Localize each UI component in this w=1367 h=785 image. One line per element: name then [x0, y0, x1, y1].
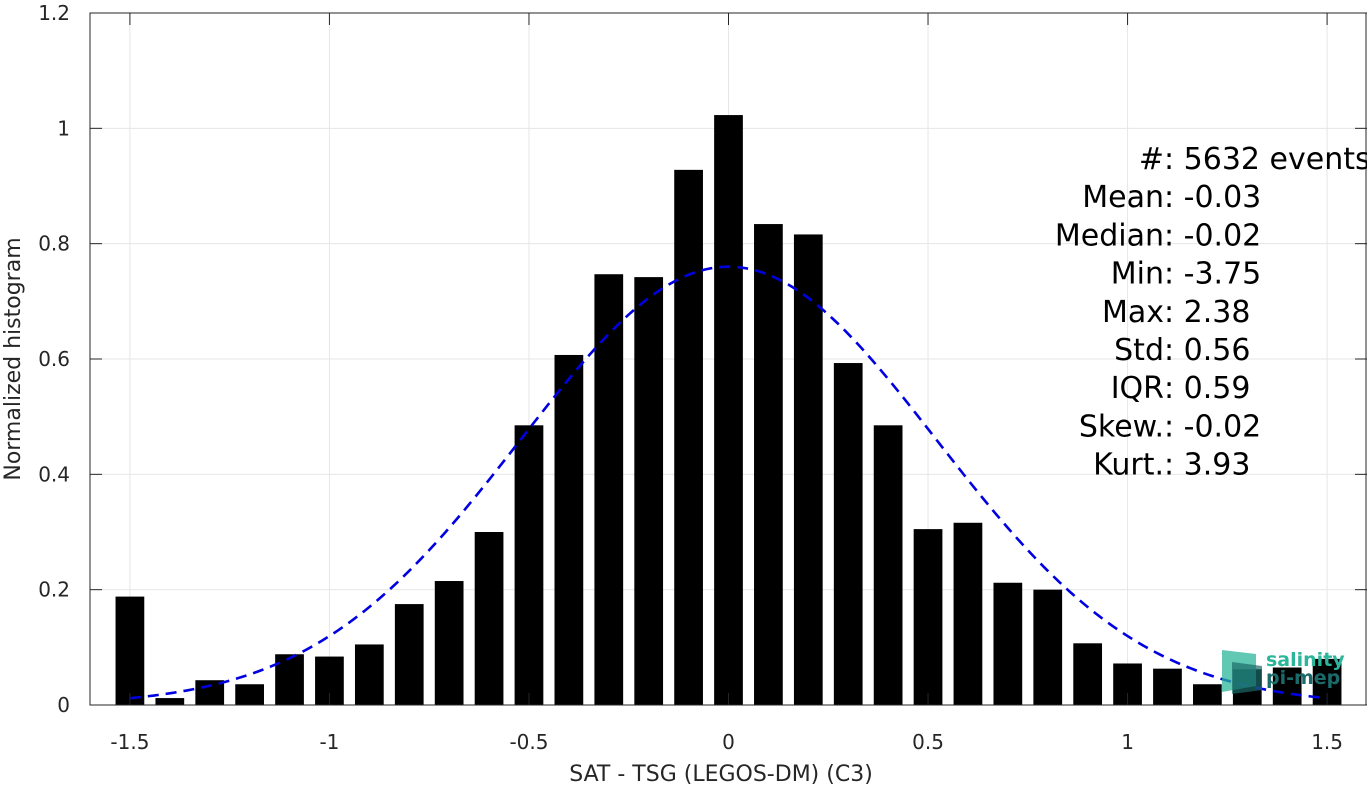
stat-label-7: Skew. [1079, 409, 1164, 444]
stat-label-4: Max [1102, 295, 1164, 330]
logo-line2: pi-mep [1266, 667, 1340, 689]
stat-value-4: : 2.38 [1164, 295, 1250, 330]
histogram-bar-16 [754, 224, 783, 705]
stat-label-6: IQR [1111, 371, 1164, 406]
gaussian-fit-curve [129, 265, 1328, 700]
histogram-bar-6 [354, 644, 384, 705]
histogram-bar-12 [594, 274, 624, 705]
axis-ticks [90, 12, 1367, 706]
stat-label-2: Median [1055, 218, 1164, 253]
stat-label-0: # [1139, 142, 1164, 177]
histogram-bar-9 [474, 532, 504, 705]
y-tick-label-4: 0.8 [38, 232, 70, 256]
stat-value-7: : -0.02 [1164, 409, 1261, 444]
x-tick-label-6: 1.5 [1311, 730, 1343, 754]
y-axis-title: Normalized histogram [1, 237, 26, 480]
y-tick-label-1: 0.2 [38, 578, 70, 602]
y-tick-label-2: 0.4 [38, 462, 70, 486]
histogram-bar-10 [514, 425, 544, 705]
x-tick-label-2: -0.5 [509, 730, 548, 754]
stat-value-6: : 0.59 [1164, 371, 1250, 406]
stat-label-5: Std [1114, 333, 1164, 368]
stat-label-1: Mean [1082, 180, 1164, 215]
stat-value-5: : 0.56 [1164, 333, 1250, 368]
x-tick-label-3: 0 [722, 730, 735, 754]
stat-value-8: : 3.93 [1164, 448, 1250, 483]
histogram-bar-1 [155, 698, 185, 705]
histogram-bar-15 [714, 115, 743, 705]
x-tick-label-5: 1 [1121, 730, 1134, 754]
histogram-bar-20 [913, 529, 943, 705]
y-tick-label-5: 1 [57, 116, 70, 140]
histogram-bar-14 [674, 169, 703, 705]
logo-line1: salinity [1266, 649, 1345, 671]
y-tick-label-0: 0 [57, 693, 70, 717]
x-tick-label-1: -1 [319, 730, 339, 754]
histogram-bar-29 [1272, 667, 1302, 705]
x-axis-title: SAT - TSG (LEGOS-DM) (C3) [569, 762, 873, 785]
x-tick-label-0: -1.5 [110, 730, 149, 754]
histogram-bar-8 [434, 581, 464, 705]
x-tick-label-4: 0.5 [912, 730, 944, 754]
histogram-bar-0 [115, 596, 145, 705]
stat-value-1: : -0.03 [1164, 180, 1261, 215]
histogram-bar-11 [554, 354, 584, 705]
histogram-bar-3 [235, 684, 264, 705]
histogram-bar-18 [833, 363, 863, 705]
salinity-pimep-logo: salinity pi-mep [1222, 649, 1345, 694]
histogram-bar-23 [1033, 589, 1063, 705]
histogram-bars [115, 115, 1342, 705]
stat-label-3: Min [1111, 257, 1164, 292]
histogram-bar-27 [1193, 684, 1222, 705]
histogram-bar-21 [953, 522, 983, 705]
logo-mark-front [1232, 662, 1262, 694]
x-tick-labels: -1.5 -1 -0.5 0 0.5 1 1.5 [110, 730, 1343, 754]
stat-label-8: Kurt. [1093, 448, 1164, 483]
histogram-bar-22 [993, 582, 1023, 705]
y-tick-labels: 0 0.2 0.4 0.6 0.8 1 1.2 [38, 1, 70, 717]
histogram-bar-13 [634, 277, 664, 705]
histogram-bar-19 [873, 425, 903, 705]
histogram-bar-17 [793, 234, 823, 705]
stat-value-0: : 5632 events [1164, 142, 1367, 177]
stat-value-3: : -3.75 [1164, 257, 1261, 292]
stat-value-2: : -0.02 [1164, 218, 1261, 253]
y-tick-label-6: 1.2 [38, 1, 70, 25]
y-tick-label-3: 0.6 [38, 347, 70, 371]
histogram-bar-7 [394, 604, 424, 705]
histogram-bar-26 [1153, 668, 1182, 705]
histogram-bar-24 [1073, 643, 1103, 705]
